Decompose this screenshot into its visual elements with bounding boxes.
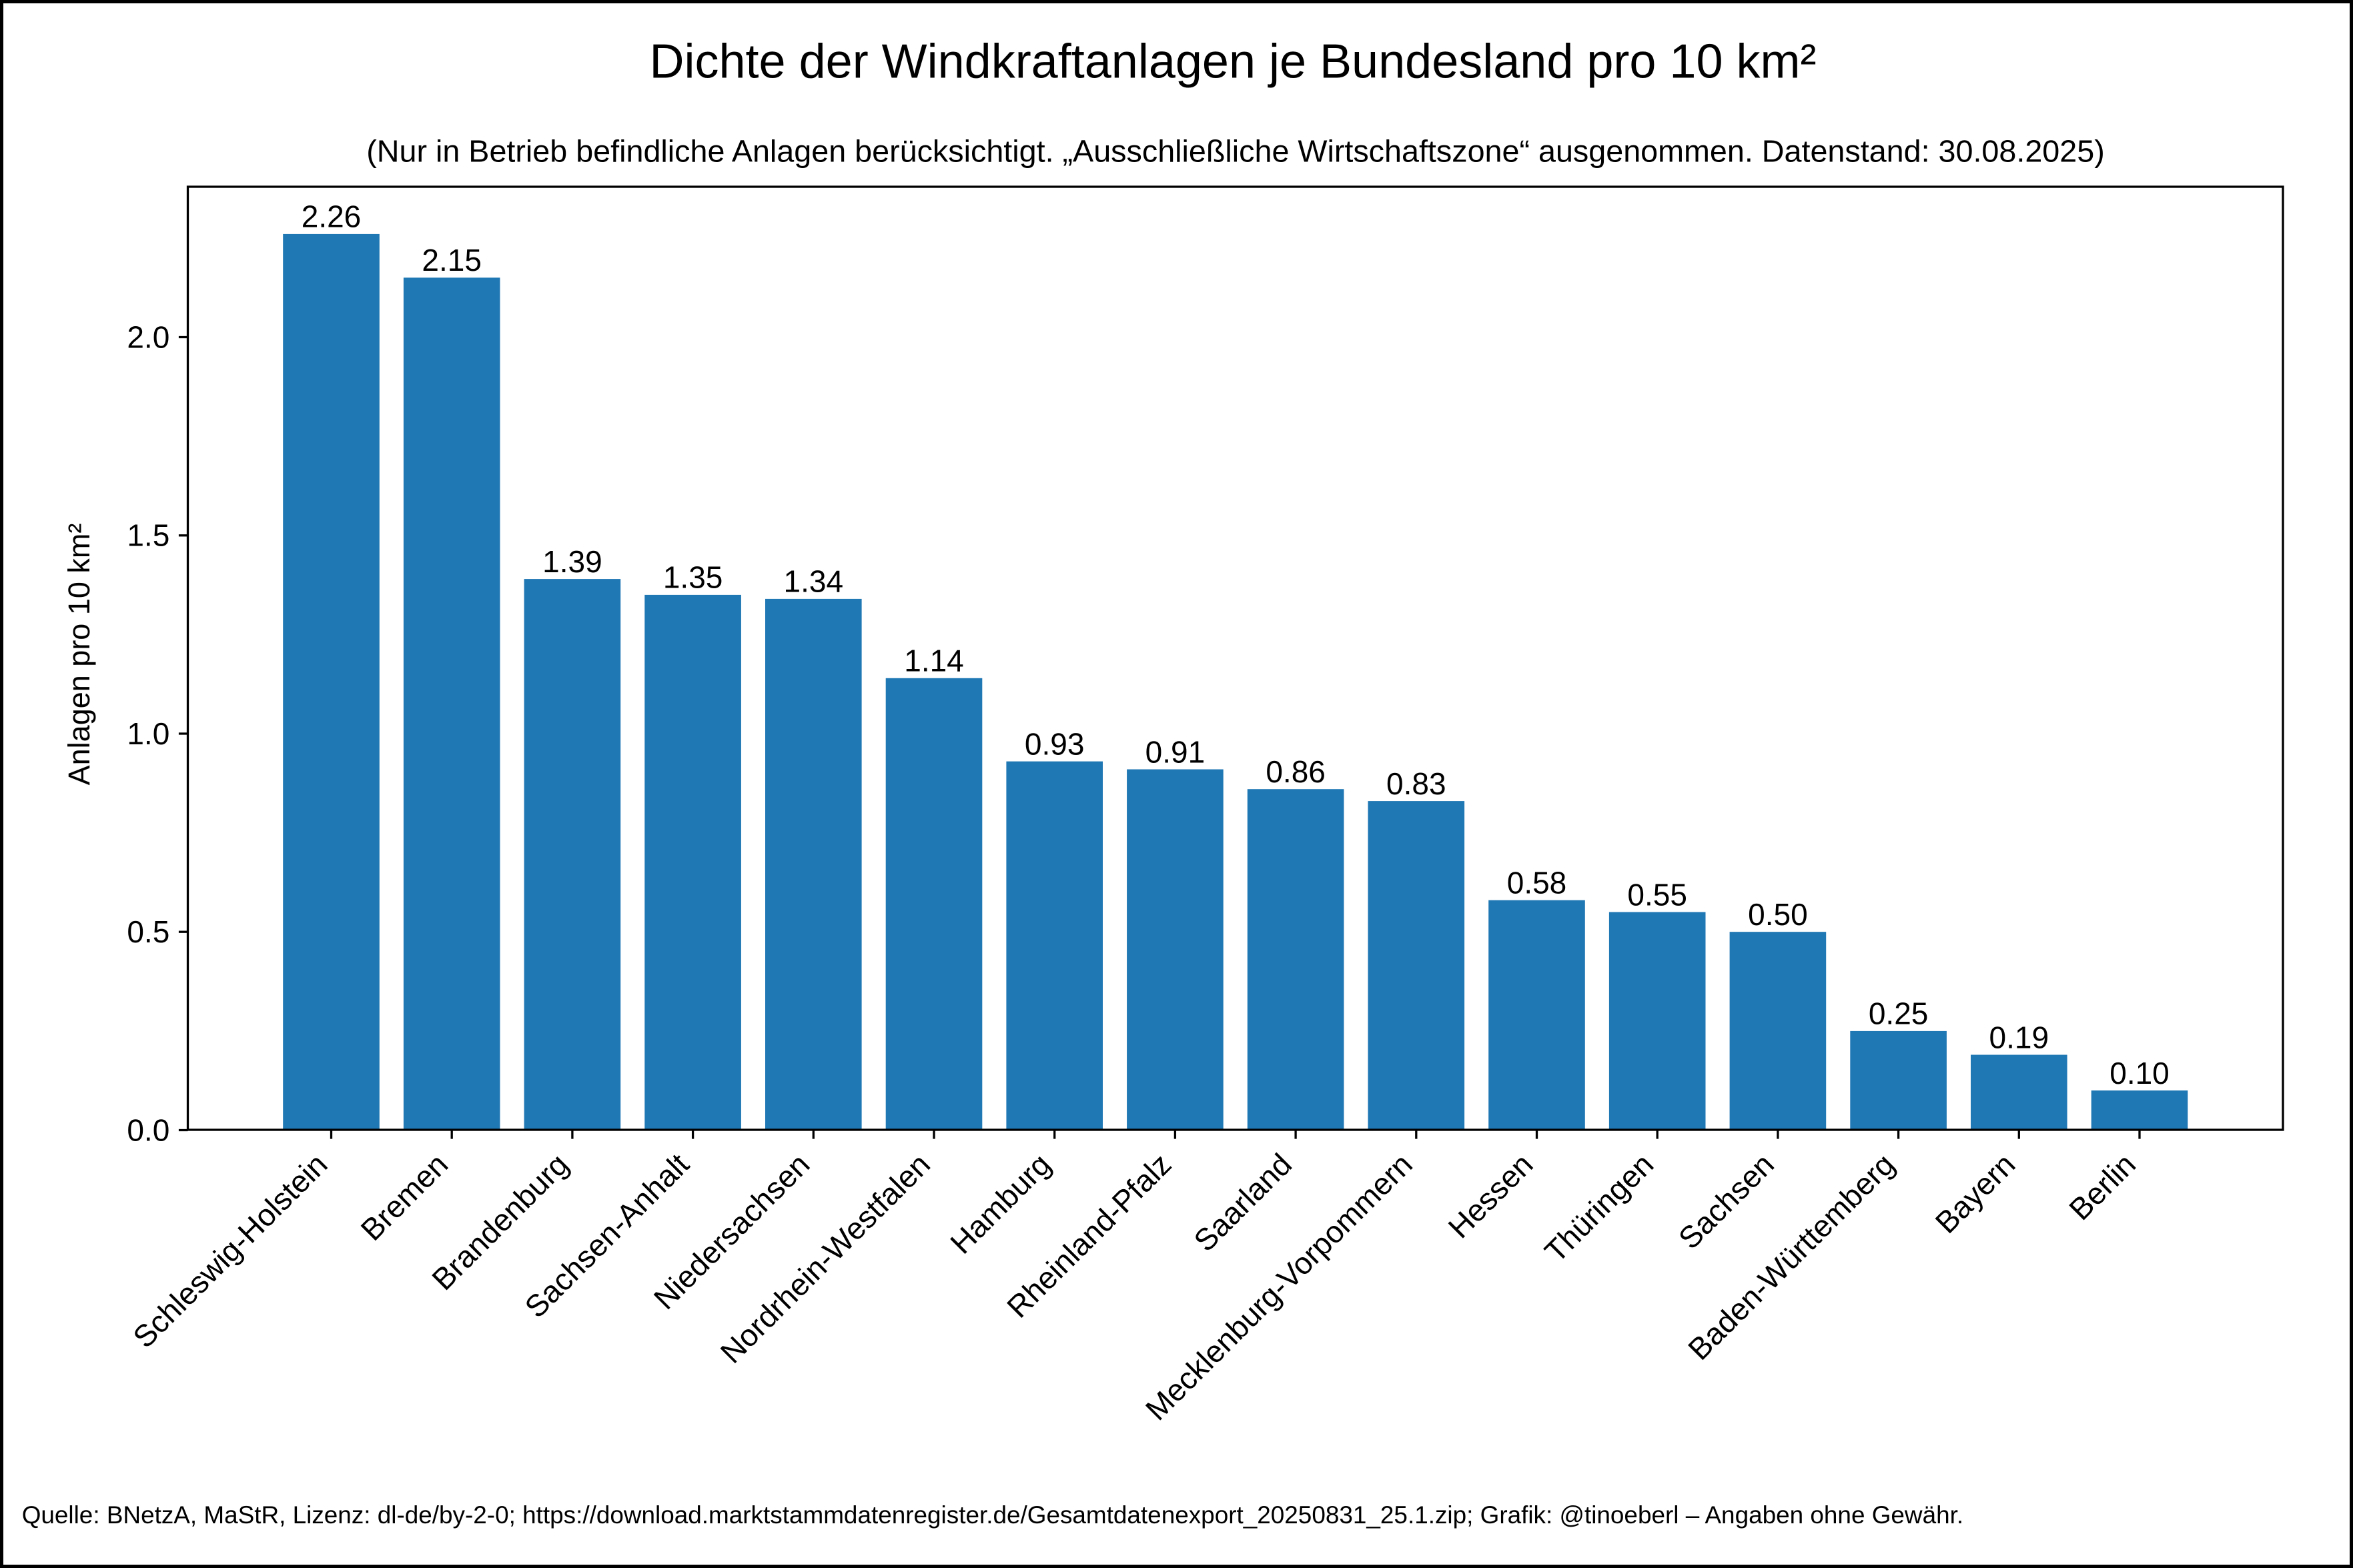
- svg-text:0.5: 0.5: [127, 914, 169, 949]
- svg-text:0.25: 0.25: [1869, 996, 1929, 1031]
- svg-text:0.93: 0.93: [1025, 726, 1085, 761]
- svg-text:0.50: 0.50: [1748, 897, 1808, 932]
- svg-text:0.83: 0.83: [1386, 766, 1446, 801]
- svg-text:0.19: 0.19: [1989, 1020, 2049, 1054]
- svg-text:0.91: 0.91: [1145, 734, 1206, 769]
- svg-text:0.0: 0.0: [127, 1112, 169, 1147]
- svg-text:0.10: 0.10: [2109, 1056, 2170, 1090]
- svg-text:0.55: 0.55: [1627, 877, 1687, 912]
- svg-text:Dichte der Windkraftanlagen je: Dichte der Windkraftanlagen je Bundeslan…: [650, 35, 1817, 89]
- svg-text:Quelle: BNetzA, MaStR, Lizenz:: Quelle: BNetzA, MaStR, Lizenz: dl-de/by-…: [22, 1501, 1963, 1529]
- svg-text:1.0: 1.0: [127, 716, 169, 751]
- svg-text:(Nur in Betrieb befindliche An: (Nur in Betrieb befindliche Anlagen berü…: [366, 133, 2105, 168]
- svg-text:1.14: 1.14: [904, 644, 964, 678]
- svg-text:1.5: 1.5: [127, 518, 169, 553]
- svg-text:1.34: 1.34: [784, 564, 844, 599]
- svg-text:2.0: 2.0: [127, 319, 169, 354]
- svg-text:1.35: 1.35: [663, 560, 723, 595]
- svg-text:0.58: 0.58: [1507, 866, 1567, 900]
- svg-text:0.86: 0.86: [1266, 754, 1326, 789]
- svg-text:2.26: 2.26: [302, 199, 362, 234]
- svg-text:2.15: 2.15: [422, 243, 482, 277]
- svg-text:1.39: 1.39: [542, 544, 602, 579]
- svg-text:Anlagen pro 10 km²: Anlagen pro 10 km²: [62, 524, 96, 786]
